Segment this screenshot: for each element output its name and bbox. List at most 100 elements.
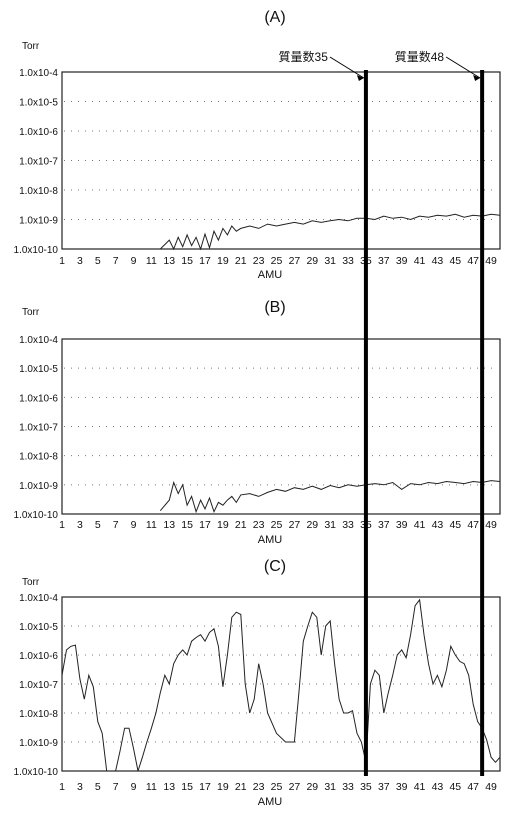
x-tick-label: 23 [253, 781, 265, 793]
unit-label: Torr [22, 577, 40, 588]
x-tick-label: 11 [146, 519, 157, 531]
y-tick-label: 1.0x10-5 [19, 622, 58, 633]
y-tick-label: 1.0x10-5 [19, 364, 58, 375]
y-tick-label: 1.0x10-6 [19, 393, 58, 404]
x-tick-label: 41 [414, 519, 426, 531]
x-tick-label: 1 [59, 519, 65, 531]
y-tick-label: 1.0x10-9 [19, 481, 58, 492]
x-tick-label: 19 [217, 255, 229, 267]
y-tick-label: 1.0x10-5 [19, 98, 58, 109]
x-tick-label: 29 [306, 781, 318, 793]
marker-arrow-35 [330, 57, 364, 78]
y-tick-label: 1.0x10-7 [19, 680, 58, 691]
chart-title: (C) [264, 558, 286, 575]
x-tick-label: 17 [199, 255, 211, 267]
x-tick-label: 1 [59, 255, 65, 267]
x-tick-label: 43 [432, 255, 444, 267]
x-tick-label: 25 [271, 519, 283, 531]
x-tick-label: 9 [131, 519, 137, 531]
x-tick-label: 15 [181, 255, 193, 267]
x-tick-label: 5 [95, 255, 101, 267]
x-tick-label: 9 [131, 255, 137, 267]
y-tick-label: 1.0x10-4 [19, 335, 58, 346]
x-tick-label: 39 [396, 255, 408, 267]
chart-panel-2: (B) Torr 1.0x10-4 1.0x10-5 1.0x10-6 1.0x10-7 1… [14, 299, 500, 546]
y-tick-label: 1.0x10-8 [19, 709, 58, 720]
x-tick-label: 11 [146, 781, 157, 793]
x-tick-label: 15 [181, 781, 193, 793]
mass-markers: 質量数35 質量数48 [279, 49, 483, 776]
x-tick-label: 47 [467, 781, 479, 793]
x-tick-label: 33 [342, 255, 354, 267]
x-tick-label: 21 [235, 255, 247, 267]
x-tick-label: 37 [378, 255, 390, 267]
x-tick-label: 33 [342, 519, 354, 531]
marker-arrow-48 [446, 57, 480, 78]
x-tick-label: 37 [378, 519, 390, 531]
x-tick-label: 9 [131, 781, 137, 793]
y-tick-label: 1.0x10-9 [19, 216, 58, 227]
x-tick-label: 35 [360, 781, 372, 793]
marker-label-48: 質量数48 [395, 49, 445, 64]
unit-label: Torr [22, 307, 40, 318]
x-tick-label: 27 [289, 781, 301, 793]
chart-title: (B) [264, 299, 285, 316]
series-line-1 [62, 600, 500, 771]
y-tick-label: 1.0x10-10 [14, 245, 59, 256]
x-tick-label: 39 [396, 781, 408, 793]
x-tick-label: 47 [467, 519, 479, 531]
x-tick-label: 37 [378, 781, 390, 793]
x-axis-label: AMU [258, 796, 283, 808]
marker-label-35: 質量数35 [279, 49, 329, 64]
x-tick-label: 15 [181, 519, 193, 531]
x-tick-label: 7 [113, 781, 119, 793]
x-tick-label: 1 [59, 781, 65, 793]
x-axis-label: AMU [258, 269, 283, 281]
x-tick-label: 13 [163, 519, 175, 531]
x-tick-label: 19 [217, 519, 229, 531]
y-tick-label: 1.0x10-7 [19, 423, 58, 434]
x-tick-label: 13 [163, 255, 175, 267]
y-tick-label: 1.0x10-8 [19, 186, 58, 197]
x-tick-label: 21 [235, 519, 247, 531]
x-tick-label: 49 [485, 255, 497, 267]
x-axis-label: AMU [258, 534, 283, 546]
x-tick-label: 43 [432, 519, 444, 531]
x-tick-label: 49 [485, 781, 497, 793]
x-tick-label: 7 [113, 255, 119, 267]
x-tick-label: 11 [146, 255, 157, 267]
x-tick-label: 19 [217, 781, 229, 793]
x-tick-label: 41 [414, 255, 426, 267]
x-tick-label: 29 [306, 255, 318, 267]
y-tick-label: 1.0x10-9 [19, 738, 58, 749]
x-tick-label: 49 [485, 519, 497, 531]
x-tick-label: 25 [271, 781, 283, 793]
y-tick-label: 1.0x10-6 [19, 651, 58, 662]
x-tick-label: 31 [324, 255, 336, 267]
x-tick-label: 27 [289, 255, 301, 267]
x-tick-label: 41 [414, 781, 426, 793]
y-tick-label: 1.0x10-8 [19, 452, 58, 463]
x-tick-label: 23 [253, 255, 265, 267]
y-tick-label: 1.0x10-7 [19, 157, 58, 168]
x-tick-label: 5 [95, 781, 101, 793]
x-tick-label: 39 [396, 519, 408, 531]
x-tick-label: 33 [342, 781, 354, 793]
x-tick-label: 47 [467, 255, 479, 267]
y-tick-label: 1.0x10-4 [19, 593, 58, 604]
x-tick-label: 25 [271, 255, 283, 267]
chart-panel-3: (C) Torr 1.0x10-4 1.0x10-5 1.0x10-6 1.0x10-7 1… [14, 558, 500, 808]
x-tick-label: 23 [253, 519, 265, 531]
x-tick-label: 45 [449, 519, 461, 531]
x-tick-label: 31 [324, 781, 336, 793]
y-tick-label: 1.0x10-4 [19, 68, 58, 79]
x-tick-label: 43 [432, 781, 444, 793]
x-tick-label: 29 [306, 519, 318, 531]
x-tick-label: 3 [77, 781, 83, 793]
x-tick-label: 17 [199, 781, 211, 793]
x-tick-label: 3 [77, 519, 83, 531]
y-tick-label: 1.0x10-10 [14, 510, 59, 521]
y-tick-label: 1.0x10-10 [14, 767, 59, 778]
x-tick-label: 45 [449, 781, 461, 793]
